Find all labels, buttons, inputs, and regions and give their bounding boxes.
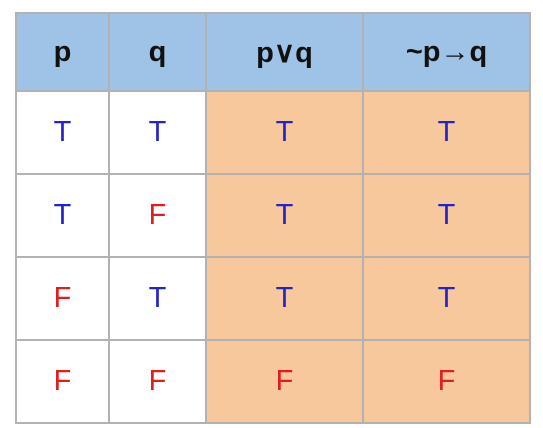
header-q: q [108,12,207,92]
cell-not-p-implies-q: T [362,256,531,341]
cell-p-or-q: T [205,256,364,341]
truth-table-container: p q p∨q ~p→q T T T T T F T T F T T [15,12,531,424]
header-row: p q p∨q ~p→q [15,12,531,92]
cell-p: F [15,256,110,341]
cell-q: F [108,339,207,424]
table-row: T F T T [15,173,531,258]
table-row: T T T T [15,90,531,175]
cell-q: F [108,173,207,258]
header-not-p-implies-q: ~p→q [362,12,531,92]
cell-p: T [15,173,110,258]
cell-p: F [15,339,110,424]
cell-p-or-q: T [205,173,364,258]
table-row: F F F F [15,339,531,424]
header-p: p [15,12,110,92]
header-p-or-q: p∨q [205,12,364,92]
table-row: F T T T [15,256,531,341]
cell-p-or-q: T [205,90,364,175]
cell-q: T [108,90,207,175]
cell-p: T [15,90,110,175]
cell-not-p-implies-q: F [362,339,531,424]
cell-not-p-implies-q: T [362,173,531,258]
cell-not-p-implies-q: T [362,90,531,175]
cell-p-or-q: F [205,339,364,424]
truth-table: p q p∨q ~p→q T T T T T F T T F T T [15,12,531,424]
cell-q: T [108,256,207,341]
